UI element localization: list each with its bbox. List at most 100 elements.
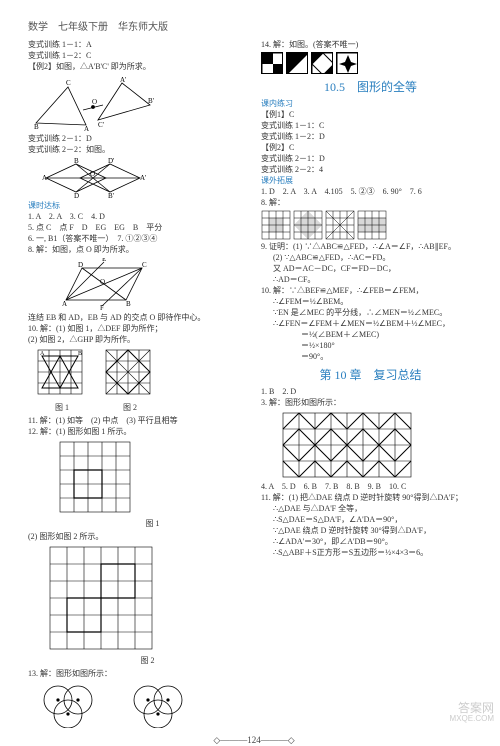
text-line: ∵△DAE 绕点 D 逆时针旋转 30°得到△DA'F，	[261, 526, 480, 536]
text-line: 13. 解：图形如图所示：	[28, 669, 247, 679]
figure-triangles-rotation: B A C O B' A' C'	[28, 75, 247, 131]
figure-caption: 图 1	[58, 518, 247, 529]
two-column-layout: 变式训练 1－1：A 变式训练 1－2：C 【例2】如图，△A'B'C' 即为所…	[28, 39, 480, 731]
svg-text:D': D'	[108, 158, 114, 165]
text-line: 变式训练 1－2：D	[261, 132, 480, 142]
text-line: 8. 解：如图，点 O 即为所求。	[28, 245, 247, 255]
text-line: 6. 一, B1（答案不唯一） 7. ①②③④	[28, 234, 247, 244]
text-line: ∵EN 是∠MEC 的平分线，∴∠MEN＝½∠MEC。	[261, 308, 480, 318]
svg-text:C: C	[66, 79, 71, 87]
text-line: ∴△DAE 与△DA'F 全等，	[261, 504, 480, 514]
text-line: 11. 解：(1) 把△DAE 绕点 D 逆时针旋转 90°得到△DA'F；	[261, 493, 480, 503]
text-line: 变式训练 1－2：C	[28, 51, 247, 61]
svg-text:B: B	[74, 158, 79, 165]
svg-text:D: D	[78, 261, 83, 269]
svg-text:F: F	[100, 304, 104, 310]
svg-text:C': C'	[98, 121, 104, 129]
svg-text:O: O	[92, 98, 97, 106]
grid-figure-2	[104, 348, 156, 400]
mini-grid-icon	[293, 210, 323, 240]
figure-caption: 图 2	[104, 402, 156, 413]
svg-text:A: A	[62, 300, 67, 308]
text-line: (2) 图形如图 2 所示。	[28, 532, 247, 542]
text-line: 【例2】C	[261, 143, 480, 153]
figure-venn-circles	[34, 682, 247, 728]
mini-grid-icon	[261, 210, 291, 240]
text-line: ∴∠FEM＝½∠BEM。	[261, 297, 480, 307]
svg-text:O: O	[90, 170, 95, 178]
text-line: 14. 解：如图。(答案不唯一)	[261, 40, 480, 50]
mini-grid-icon	[357, 210, 387, 240]
pattern-icon	[286, 52, 308, 74]
text-line: ∴∠FEN＝∠FEM＋∠MEN＝½∠BEM＋½∠MEC，	[261, 319, 480, 329]
text-line: 10. 解：∵△BEF≌△MEF，∴∠FEB＝∠FEM，	[261, 286, 480, 296]
figure-pattern-grid	[281, 411, 480, 479]
text-line: 1. D 2. A 3. A 4.105 5. ②③ 6. 90° 7. 6	[261, 187, 480, 197]
text-line: 【例1】C	[261, 110, 480, 120]
text-line: 4. A 5. D 6. B 7. B 8. B 9. B 10. C	[261, 482, 480, 492]
text-line: 10. 解：(1) 如图 1，△DEF 即为所作；	[28, 324, 247, 334]
text-line: (2) 如图 2，△GHP 即为所作。	[28, 335, 247, 345]
text-line: 变式训练 2－2：如图。	[28, 145, 247, 155]
text-line: 1. B 2. D	[261, 387, 480, 397]
text-line: 3. 解：图形如图所示：	[261, 398, 480, 408]
text-line: ∴AD＝CF。	[261, 275, 480, 285]
svg-text:A: A	[84, 125, 89, 131]
svg-text:A': A'	[120, 76, 126, 84]
text-line: 变式训练 2－1：D	[261, 154, 480, 164]
text-line: ＝½(∠BEM＋∠MEC)	[261, 330, 480, 340]
svg-text:C: C	[142, 261, 147, 269]
svg-text:D: D	[74, 192, 79, 198]
text-line: 8. 解：	[261, 198, 480, 208]
svg-text:B: B	[126, 300, 131, 308]
text-line: 9. 证明：(1) ∵△ABC≌△FED，∴∠A＝∠F，∴AB∥EF。	[261, 242, 480, 252]
text-line: 变式训练 2－2：4	[261, 165, 480, 175]
grid-figure-1: AB	[36, 348, 88, 400]
figure-rhombus: A B D' A' D B' O	[28, 158, 247, 198]
text-line: 变式训练 1－1：A	[28, 40, 247, 50]
text-line: 1. A 2. A 3. C 4. D	[28, 212, 247, 222]
figure-grid-6x6: 图 2	[48, 545, 247, 666]
figure-dual-grids: AB 图 1 图 2	[36, 348, 247, 413]
subsection-label: 课外拓展	[261, 176, 480, 186]
text-line: ∴S△ABF＋S正方形＝S五边形＝½×4×3＝6。	[261, 548, 480, 558]
section-title: 10.5 图形的全等	[261, 78, 480, 95]
svg-text:A': A'	[140, 174, 146, 182]
figure-caption: 图 2	[48, 655, 247, 666]
pattern-icon	[336, 52, 358, 74]
text-line: ∴S△DAE＝S△DA'F，∠A'DA＝90°，	[261, 515, 480, 525]
text-line: 又 AD＝AC－DC，CF＝FD－DC，	[261, 264, 480, 274]
svg-text:B: B	[78, 351, 82, 357]
text-line: 12. 解：(1) 图形如图 1 所示。	[28, 427, 247, 437]
left-column: 变式训练 1－1：A 变式训练 1－2：C 【例2】如图，△A'B'C' 即为所…	[28, 39, 247, 731]
figure-caption: 图 1	[36, 402, 88, 413]
right-column: 14. 解：如图。(答案不唯一) 10.5 图形的全等 课内练习 【例1】C 变…	[261, 39, 480, 731]
subsection-label: 课时达标	[28, 201, 247, 211]
mini-grid-icon	[325, 210, 355, 240]
pattern-icon	[311, 52, 333, 74]
svg-text:B: B	[34, 123, 39, 131]
watermark: 答案网 MXQE.COM	[450, 702, 494, 724]
svg-text:B': B'	[148, 97, 154, 105]
svg-text:A: A	[40, 351, 45, 357]
text-line: 【例2】如图，△A'B'C' 即为所求。	[28, 62, 247, 72]
text-line: ＝½×180°	[261, 341, 480, 351]
figure-parallelogram: A B C D E F O	[48, 258, 247, 310]
section-title: 第 10 章 复习总结	[261, 366, 480, 383]
mini-grid-row	[261, 210, 480, 240]
svg-text:A: A	[42, 174, 47, 182]
figure-grid-5x5: 图 1	[58, 440, 247, 529]
page-number: ◇―――124―――◇	[28, 735, 480, 746]
text-line: ∴∠ADA'＝30°，即∠A'DB＝90°。	[261, 537, 480, 547]
page-header: 数学 七年级下册 华东师大版	[28, 18, 480, 33]
svg-text:B': B'	[108, 192, 114, 198]
pattern-icon-row	[261, 52, 480, 74]
text-line: 连结 EB 和 AD，EB 与 AD 的交点 O 即待作中心。	[28, 313, 247, 323]
subsection-label: 课内练习	[261, 99, 480, 109]
svg-text:E: E	[102, 258, 106, 263]
svg-text:O: O	[100, 278, 105, 286]
text-line: 变式训练 1－1：C	[261, 121, 480, 131]
pattern-icon	[261, 52, 283, 74]
text-line: (2) ∵△ABC≌△FED，∴AC＝FD。	[261, 253, 480, 263]
text-line: 5. 点 C 点 F D EG EG B 平分	[28, 223, 247, 233]
